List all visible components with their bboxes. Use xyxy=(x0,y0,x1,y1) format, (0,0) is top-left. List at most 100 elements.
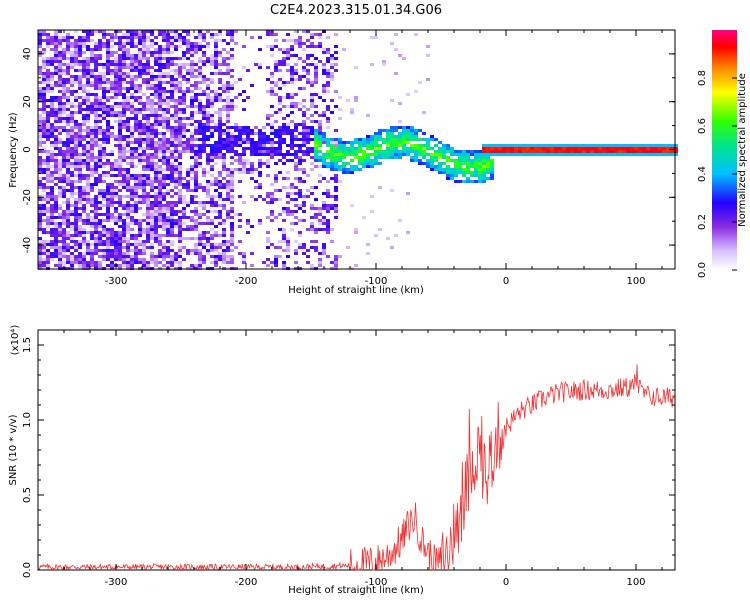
heatmap-cell xyxy=(278,102,282,105)
heatmap-cell xyxy=(74,126,78,129)
colorbar-tick-label: 0.6 xyxy=(697,118,708,134)
heatmap-cell xyxy=(490,150,494,153)
heatmap-cell xyxy=(474,171,478,174)
heatmap-cell xyxy=(326,207,330,210)
heatmap-cell xyxy=(590,147,594,150)
heatmap-cell xyxy=(186,78,190,81)
heatmap-cell xyxy=(134,126,138,129)
heatmap-cell xyxy=(314,213,318,216)
heatmap-cell xyxy=(194,207,198,210)
heatmap-cell xyxy=(322,156,326,159)
heatmap-cell xyxy=(194,93,198,96)
heatmap-cell xyxy=(194,87,198,90)
heatmap-cell xyxy=(170,141,174,144)
heatmap-cell xyxy=(62,54,66,57)
heatmap-cell xyxy=(278,189,282,192)
heatmap-cell xyxy=(130,222,134,225)
heatmap-cell xyxy=(326,195,330,198)
heatmap-cell xyxy=(186,252,190,255)
heatmap-cell xyxy=(466,150,470,153)
heatmap-cell xyxy=(138,30,142,33)
heatmap-cell xyxy=(102,90,106,93)
heatmap-cell xyxy=(102,252,106,255)
heatmap-cell xyxy=(594,144,598,147)
heatmap-cell xyxy=(134,66,138,69)
heatmap-cell xyxy=(410,129,414,132)
heatmap-cell xyxy=(86,219,90,222)
heatmap-cell xyxy=(114,195,118,198)
heatmap-cell xyxy=(214,66,218,69)
heatmap-cell xyxy=(106,159,110,162)
heatmap-cell xyxy=(190,219,194,222)
heatmap-cell xyxy=(42,90,46,93)
heatmap-cell xyxy=(274,147,278,150)
heatmap-cell xyxy=(198,255,202,258)
heatmap-cell xyxy=(98,162,102,165)
heatmap-cell xyxy=(318,207,322,210)
heatmap-cell xyxy=(78,261,82,264)
heatmap-cell xyxy=(286,54,290,57)
heatmap-cell xyxy=(270,153,274,156)
heatmap-cell xyxy=(94,78,98,81)
heatmap-cell xyxy=(38,150,42,153)
heatmap-cell xyxy=(414,129,418,132)
heatmap-cell xyxy=(350,150,354,153)
heatmap-cell xyxy=(174,252,178,255)
heatmap-cell xyxy=(670,153,674,156)
heatmap-cell xyxy=(246,162,250,165)
heatmap-cell xyxy=(214,126,218,129)
heatmap-cell xyxy=(186,228,190,231)
heatmap-cell xyxy=(630,150,634,153)
heatmap-cell xyxy=(162,45,166,48)
heatmap-cell xyxy=(286,114,290,117)
heatmap-cell xyxy=(158,201,162,204)
heatmap-cell xyxy=(138,66,142,69)
heatmap-cell xyxy=(374,36,378,39)
heatmap-cell xyxy=(278,159,282,162)
heatmap-cell xyxy=(238,129,242,132)
y-tick-label: 0 xyxy=(22,146,33,152)
heatmap-cell xyxy=(278,96,282,99)
x-tick-label: 0 xyxy=(503,276,509,287)
heatmap-cell xyxy=(38,141,42,144)
heatmap-cell xyxy=(38,261,42,264)
heatmap-cell xyxy=(194,147,198,150)
heatmap-cell xyxy=(106,207,110,210)
heatmap-cell xyxy=(202,246,206,249)
heatmap-cell xyxy=(98,165,102,168)
heatmap-cell xyxy=(238,126,242,129)
heatmap-cell xyxy=(78,135,82,138)
heatmap-cell xyxy=(634,150,638,153)
heatmap-cell xyxy=(86,84,90,87)
heatmap-cell xyxy=(214,258,218,261)
heatmap-cell xyxy=(218,78,222,81)
heatmap-cell xyxy=(386,147,390,150)
heatmap-cell xyxy=(198,249,202,252)
heatmap-cell xyxy=(46,123,50,126)
heatmap-cell xyxy=(454,162,458,165)
heatmap-cell xyxy=(210,99,214,102)
heatmap-cell xyxy=(302,99,306,102)
heatmap-cell xyxy=(358,138,362,141)
heatmap-cell xyxy=(294,105,298,108)
heatmap-cell xyxy=(150,156,154,159)
heatmap-cell xyxy=(170,219,174,222)
heatmap-cell xyxy=(118,243,122,246)
heatmap-cell xyxy=(70,81,74,84)
heatmap-cell xyxy=(154,156,158,159)
heatmap-cell xyxy=(162,57,166,60)
heatmap-cell xyxy=(294,39,298,42)
heatmap-cell xyxy=(174,36,178,39)
heatmap-cell xyxy=(294,93,298,96)
heatmap-cell xyxy=(166,141,170,144)
heatmap-cell xyxy=(206,87,210,90)
heatmap-cell xyxy=(202,150,206,153)
heatmap-cell xyxy=(314,63,318,66)
heatmap-cell xyxy=(202,45,206,48)
heatmap-cell xyxy=(250,147,254,150)
heatmap-cell xyxy=(86,99,90,102)
heatmap-cell xyxy=(314,45,318,48)
heatmap-cell xyxy=(134,195,138,198)
heatmap-cell xyxy=(118,174,122,177)
heatmap-cell xyxy=(74,57,78,60)
